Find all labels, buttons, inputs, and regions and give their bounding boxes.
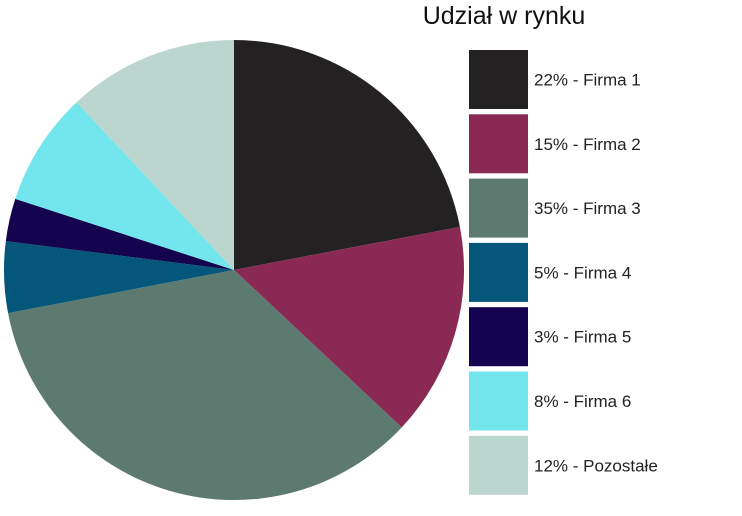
pie-slice-firma-3 <box>8 270 402 501</box>
legend-label-1: 22% - Firma 1 <box>534 71 641 90</box>
legend-label-3: 35% - Firma 3 <box>534 199 641 218</box>
legend-swatch-3 <box>469 178 528 238</box>
legend-label-7: 12% - Pozostałe <box>534 456 658 475</box>
pie-slices <box>3 40 465 501</box>
legend-label-5: 3% - Firma 5 <box>534 328 631 347</box>
pie-slice-firma-2 <box>234 226 465 428</box>
pie-slice-firma-1 <box>234 40 460 270</box>
legend-label-6: 8% - Firma 6 <box>534 392 631 411</box>
pie-slice-pozostałe <box>76 40 234 270</box>
pie-slice-firma-4 <box>3 241 234 314</box>
legend-label-4: 5% - Firma 4 <box>534 263 631 282</box>
legend-swatch-2 <box>469 114 528 174</box>
legend-swatch-4 <box>469 242 528 302</box>
legend-swatch-5 <box>469 307 528 367</box>
legend-swatch-7 <box>469 435 528 495</box>
legend: 22% - Firma 1 15% - Firma 2 35% - Firma 3 5… <box>469 50 658 495</box>
pie-slice-firma-6 <box>15 102 235 270</box>
pie-slice-firma-5 <box>5 198 235 270</box>
legend-swatch-6 <box>469 371 528 431</box>
chart-title: Udział w rynku <box>423 2 586 30</box>
legend-swatch-1 <box>469 50 528 109</box>
legend-label-2: 15% - Firma 2 <box>534 135 641 154</box>
